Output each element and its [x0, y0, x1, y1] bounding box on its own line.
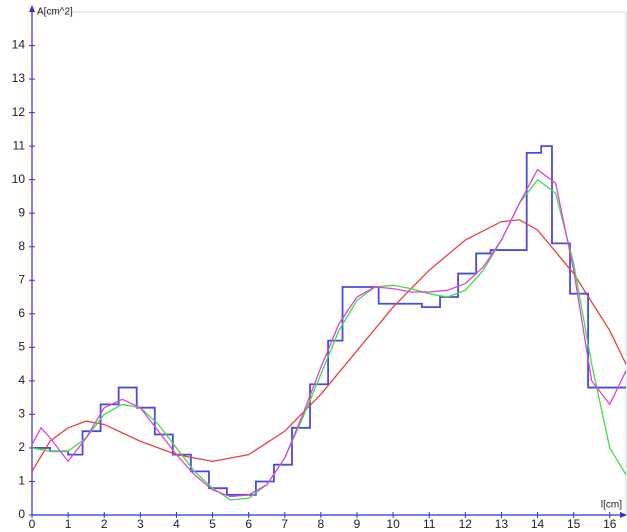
- x-tick-label: 16: [603, 517, 617, 531]
- y-axis-title: A[cm^2]: [37, 7, 73, 18]
- y-tick-label: 13: [12, 71, 26, 85]
- x-tick-label: 9: [354, 517, 361, 531]
- y-tick-label: 7: [18, 272, 25, 286]
- y-tick-label: 14: [12, 38, 26, 52]
- x-tick-label: 5: [209, 517, 216, 531]
- x-tick-label: 8: [318, 517, 325, 531]
- curve: [31, 168, 627, 498]
- x-tick-label: 4: [173, 517, 180, 531]
- y-tick-label: 8: [18, 239, 25, 253]
- x-tick-label: 0: [29, 517, 36, 531]
- y-tick-label: 10: [12, 172, 26, 186]
- y-tick-label: 1: [18, 474, 25, 488]
- x-tick-label: 13: [495, 517, 509, 531]
- y-arrow: [29, 5, 35, 12]
- plot-frame: [31, 11, 627, 516]
- x-tick-label: 3: [137, 517, 144, 531]
- x-tick-label: 15: [567, 517, 581, 531]
- y-tick-label: 6: [18, 306, 25, 320]
- x-tick-label: 14: [531, 517, 545, 531]
- y-tick-label: 2: [18, 440, 25, 454]
- curve: [31, 178, 627, 501]
- x-tick-label: 1: [65, 517, 72, 531]
- y-tick-label: 4: [18, 373, 25, 387]
- x-tick-label: 6: [245, 517, 252, 531]
- x-axis-title: l[cm]: [601, 500, 622, 511]
- x-tick-label: 7: [281, 517, 288, 531]
- x-arrow: [620, 512, 627, 518]
- y-tick-label: 0: [18, 507, 25, 521]
- y-tick-label: 3: [18, 407, 25, 421]
- x-tick-label: 12: [459, 517, 473, 531]
- y-tick-label: 5: [18, 340, 25, 354]
- y-tick-label: 11: [13, 138, 26, 152]
- x-tick-label: 10: [386, 517, 400, 531]
- y-tick-label: 9: [18, 205, 25, 219]
- x-tick-label: 11: [423, 517, 436, 531]
- x-tick-label: 2: [101, 517, 108, 531]
- step-line: [32, 145, 626, 496]
- curve: [31, 219, 627, 472]
- y-tick-label: 12: [12, 105, 26, 119]
